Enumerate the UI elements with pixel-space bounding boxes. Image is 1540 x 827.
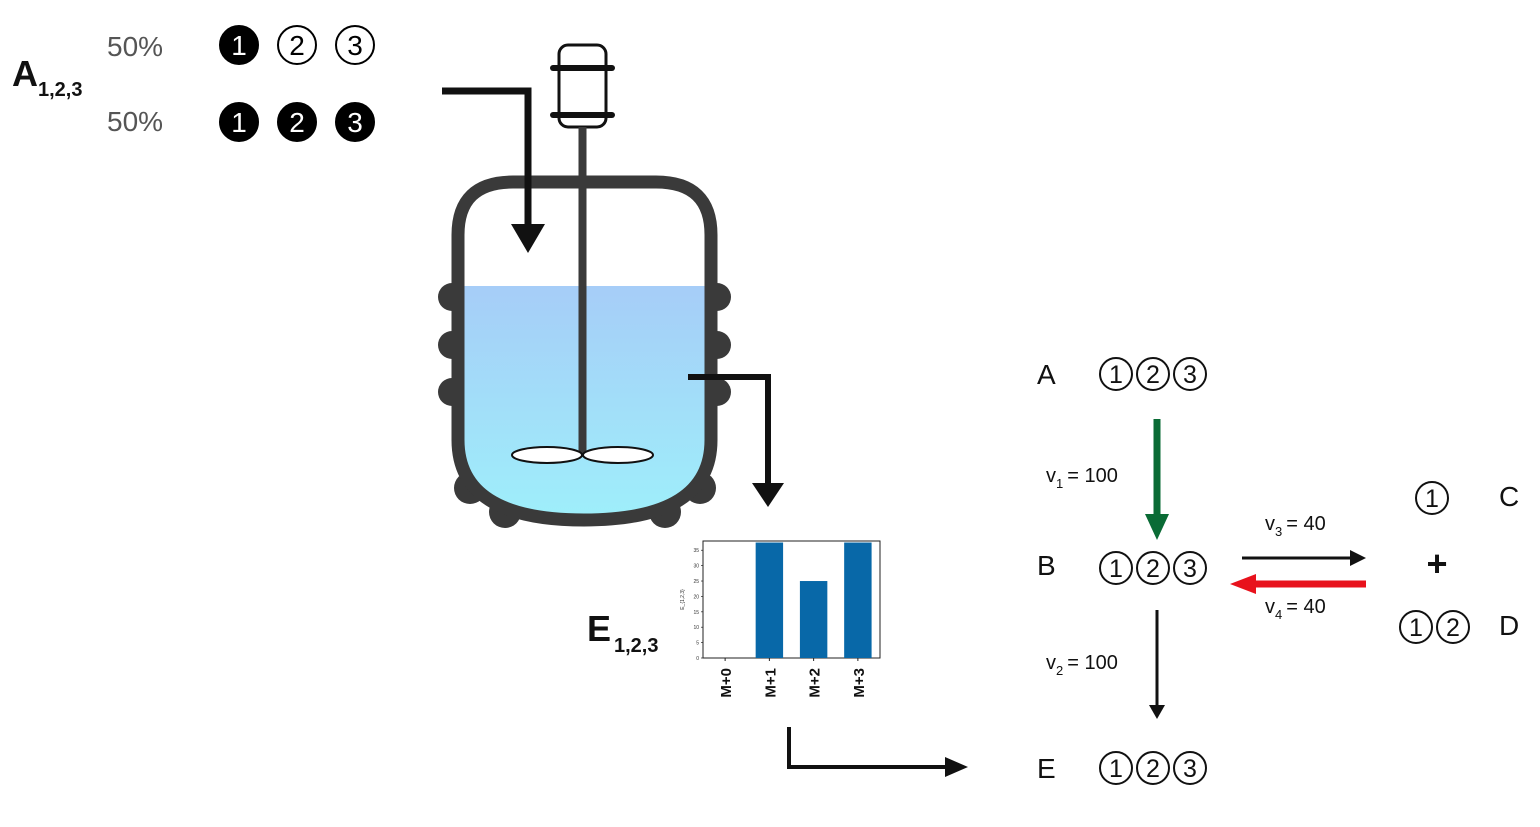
input-label-sub: 1,2,3 — [38, 79, 82, 101]
plus-sign: + — [1426, 543, 1447, 584]
atom-label: 1 — [1109, 361, 1123, 389]
atom-circle — [1173, 551, 1207, 585]
chart-y-tick-label: 5 — [696, 641, 699, 647]
isotopologue-row-2: 50% 1 2 3 — [107, 102, 375, 142]
metabolite-label: D — [1499, 610, 1519, 641]
impeller — [511, 446, 654, 464]
sampling-outlet-arrow — [688, 374, 784, 507]
atom-label: 1 — [1109, 755, 1123, 783]
flux-v1-label: v1 = 100 — [1046, 465, 1118, 491]
atom-circle — [1173, 751, 1207, 785]
flux-v4-arrow — [1230, 574, 1366, 594]
atom-label: 1 — [231, 107, 247, 138]
atom-label: 1 — [1409, 614, 1423, 642]
chart-y-tick-label: 25 — [693, 579, 699, 585]
atom-label: 2 — [1146, 361, 1160, 389]
chart-x-tick-label: M+0 — [718, 668, 735, 698]
input-label-main: A — [12, 53, 38, 94]
chart-y-tick-label: 20 — [693, 594, 699, 600]
metabolite-label: B — [1037, 550, 1056, 581]
flux-v1-arrow — [1145, 419, 1169, 540]
atom-chain: 1 — [1415, 481, 1449, 515]
output-label-sub: 1,2,3 — [614, 635, 658, 657]
atom-label: 2 — [1146, 555, 1160, 583]
metabolite-label: A — [1037, 359, 1056, 390]
output-label-main: E — [587, 608, 611, 649]
feed-inlet-arrow — [442, 87, 545, 253]
chart-y-tick-label: 15 — [693, 610, 699, 616]
flux-v3-arrow — [1242, 550, 1366, 566]
metabolite-label: E — [1037, 753, 1056, 784]
atom-circle — [335, 102, 375, 142]
stirrer-motor — [550, 43, 615, 129]
atom-circle — [1099, 357, 1133, 391]
atom-label: 3 — [347, 30, 363, 61]
flux-v4-label: v4 = 40 — [1265, 596, 1326, 622]
chart-to-network-arrow — [787, 727, 968, 777]
chart-y-axis-label: E_{1,2,3} — [680, 589, 686, 610]
chart-x-tick-label: M+3 — [851, 668, 868, 698]
atom-circle — [1136, 751, 1170, 785]
atom-circle — [1436, 610, 1470, 644]
atom-label: 3 — [347, 107, 363, 138]
flux-v3-label: v3 = 40 — [1265, 513, 1326, 539]
atom-label: 2 — [1146, 755, 1160, 783]
isotopologue-row-1: 50% 1 2 3 — [107, 25, 375, 65]
atom-label: 3 — [1183, 755, 1197, 783]
atom-chain: 1 2 3 — [219, 25, 375, 65]
chart-y-tick-label: 30 — [693, 564, 699, 570]
atom-circle — [1099, 551, 1133, 585]
atom-circle — [219, 102, 259, 142]
chart-x-tick-label: M+2 — [807, 668, 824, 698]
flux-v2-arrow — [1149, 610, 1165, 719]
isotopologue-percent: 50% — [107, 31, 163, 62]
atom-label: 1 — [231, 30, 247, 61]
atom-circle — [219, 25, 259, 65]
atom-label: 2 — [1446, 614, 1460, 642]
metabolite-label: C — [1499, 481, 1519, 512]
atom-circle — [277, 25, 317, 65]
atom-circle — [335, 25, 375, 65]
chart-x-tick-label: M+1 — [762, 668, 779, 698]
atom-label: 1 — [1109, 555, 1123, 583]
atom-circle — [277, 102, 317, 142]
chart-y-tick-label: 0 — [696, 656, 699, 662]
atom-circle — [1399, 610, 1433, 644]
chart-bar — [799, 581, 828, 658]
atom-label: 1 — [1425, 485, 1439, 513]
vessel-wall — [451, 175, 718, 527]
chart-y-tick-label: 35 — [693, 548, 699, 554]
atom-circle — [1099, 751, 1133, 785]
atom-label: 2 — [289, 30, 305, 61]
atom-circle — [1415, 481, 1449, 515]
chart-y-tick-label: 10 — [693, 625, 699, 631]
atom-circle — [1173, 357, 1207, 391]
input-substrate-label: A 1,2,3 — [12, 53, 82, 101]
atom-label: 3 — [1183, 361, 1197, 389]
atom-label: 2 — [289, 107, 305, 138]
bioreactor — [438, 43, 731, 528]
isotopologue-percent: 50% — [107, 106, 163, 137]
output-product-label: E 1,2,3 — [587, 608, 658, 657]
flux-v2-label: v2 = 100 — [1046, 652, 1118, 678]
mass-isotopomer-chart: M+0 M+1 M+2 M+3 0 5 10 15 20 25 30 35 E_{1,2,3} — [680, 540, 881, 698]
atom-chain: 1 2 3 — [219, 102, 375, 142]
metabolite-c: C 1 — [1415, 481, 1519, 515]
atom-circle — [1136, 357, 1170, 391]
atom-circle — [1136, 551, 1170, 585]
chart-bar — [844, 542, 872, 658]
atom-label: 3 — [1183, 555, 1197, 583]
chart-bar — [755, 542, 784, 658]
